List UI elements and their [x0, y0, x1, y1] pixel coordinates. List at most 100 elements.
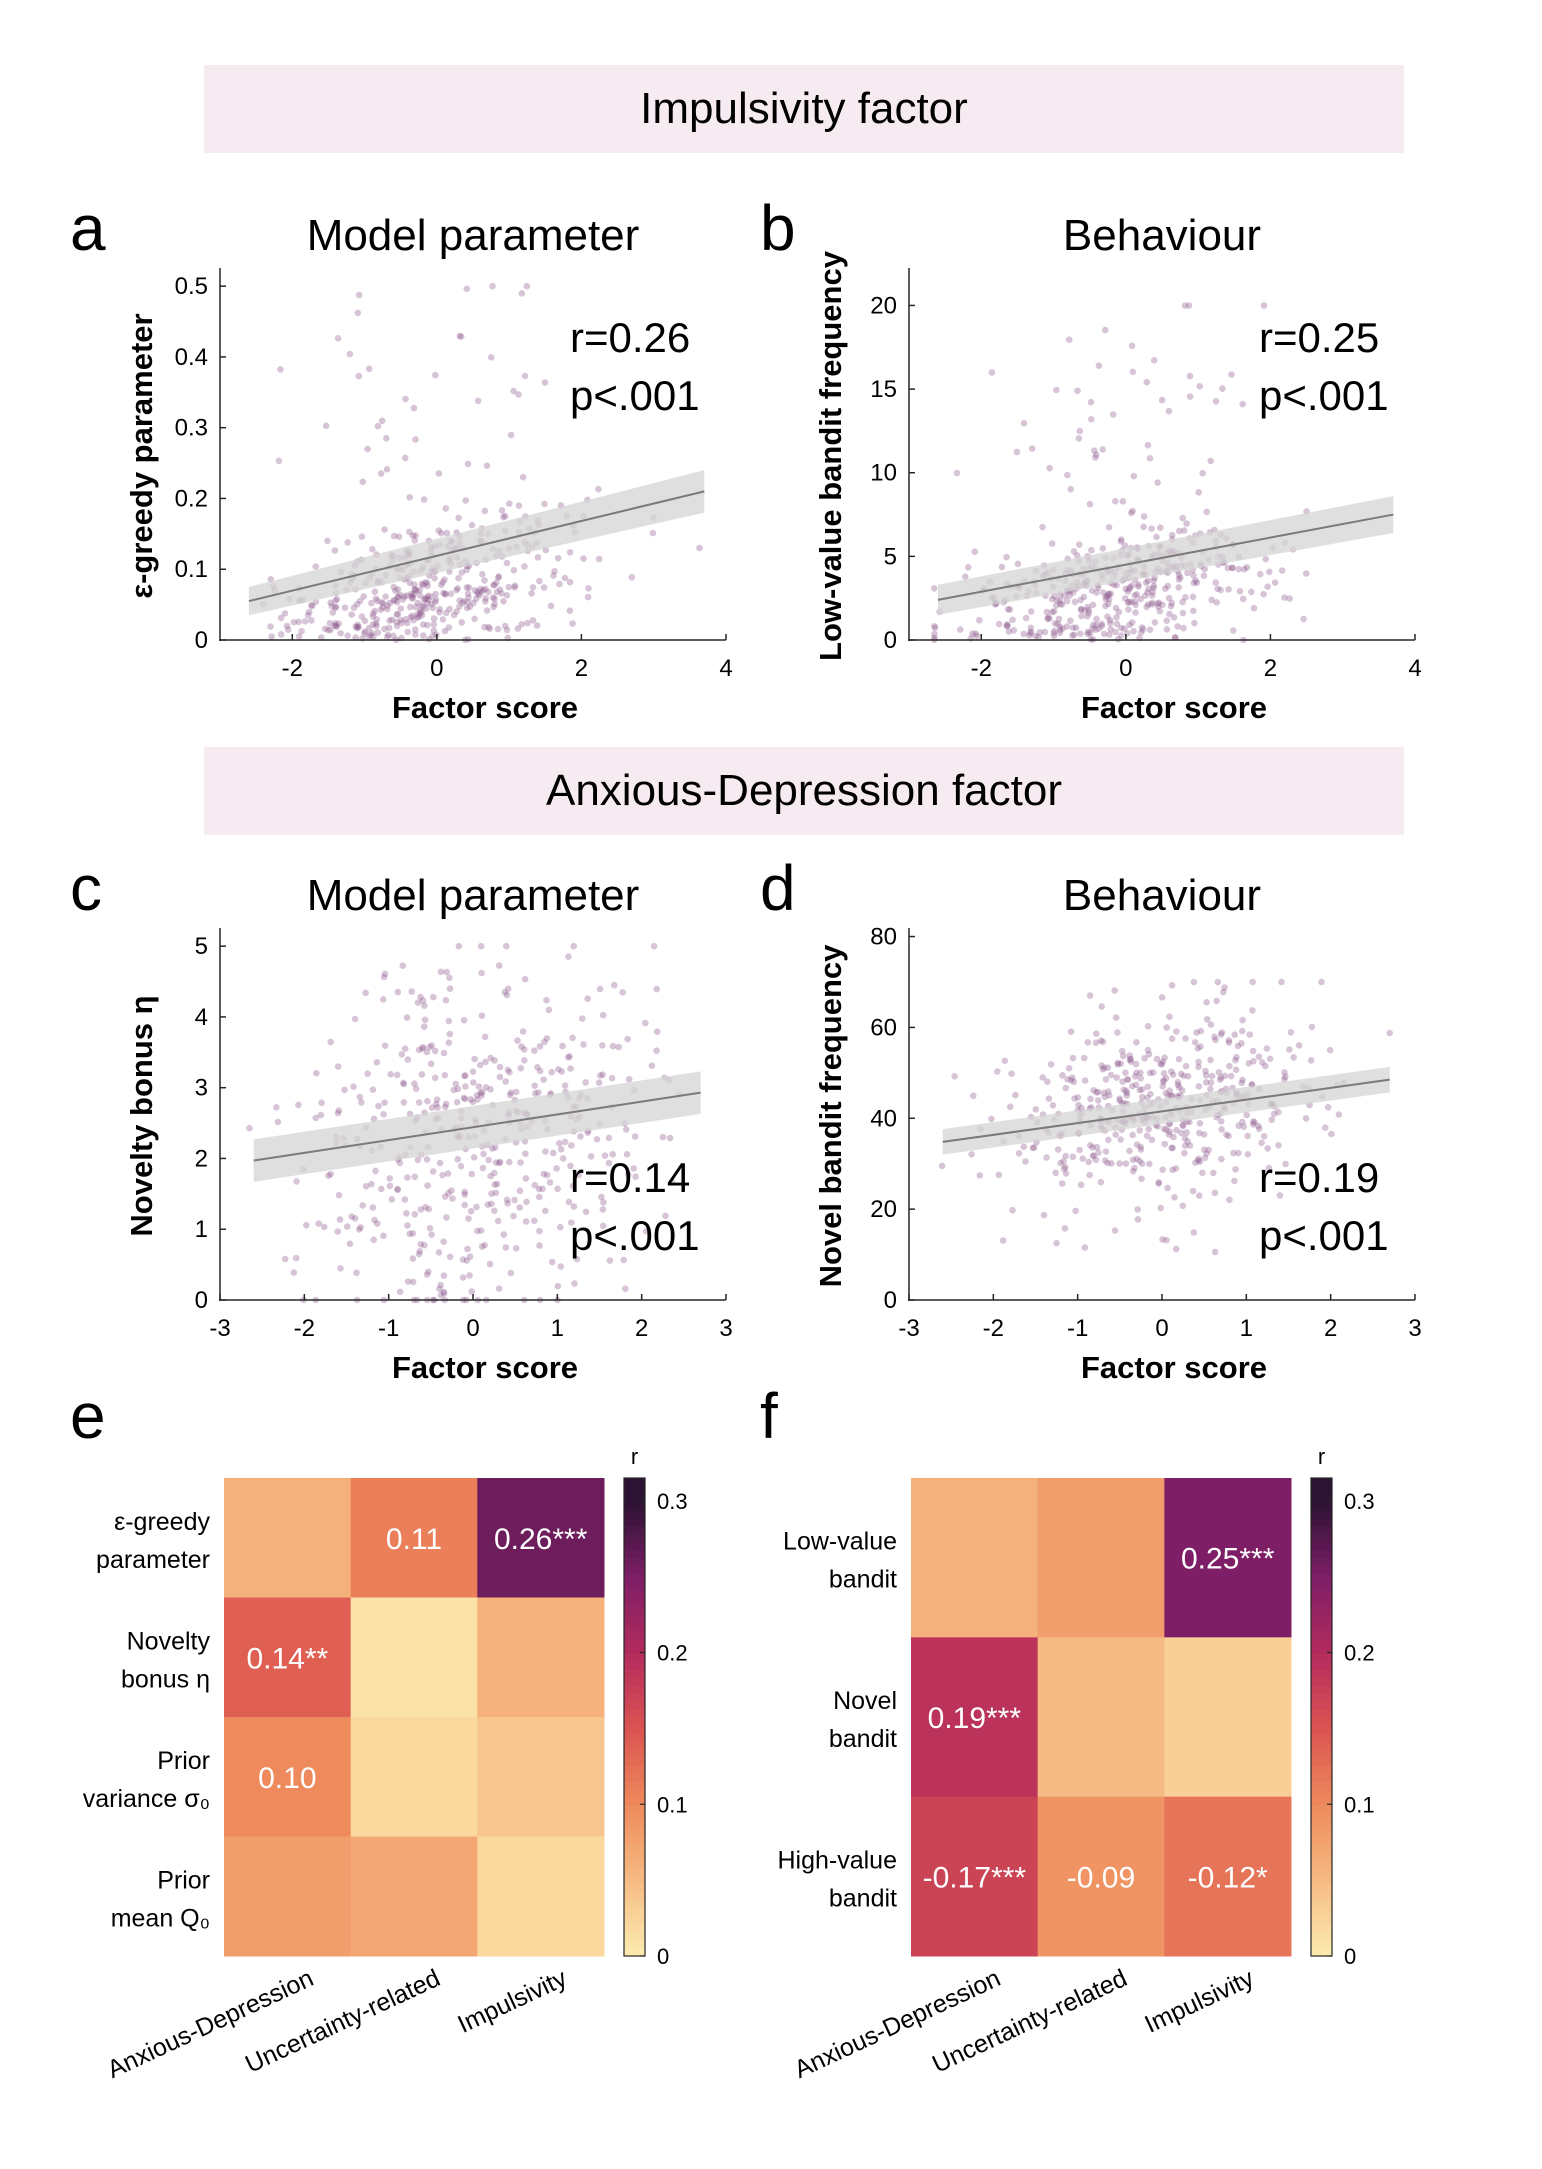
scatter-point: [1119, 1052, 1127, 1060]
scatter-point: [1067, 485, 1074, 493]
scatter-point: [325, 626, 332, 634]
scatter-point: [374, 422, 382, 430]
scatter-point: [1092, 1156, 1100, 1164]
scatter-point: [487, 354, 495, 361]
scatter-point: [1232, 1056, 1239, 1064]
scatter-point: [1062, 1084, 1070, 1092]
scatter-point: [1168, 982, 1176, 989]
scatter-point: [1264, 583, 1271, 590]
column-label: Impulsivity: [1140, 1964, 1258, 2039]
scatter-point: [517, 1064, 525, 1072]
scatter-point: [534, 554, 542, 561]
scatter-point: [1107, 590, 1115, 597]
scatter-point: [1180, 527, 1188, 534]
scatter-point: [1239, 1016, 1246, 1024]
scatter-point: [445, 1039, 453, 1046]
scatter-point: [1112, 1131, 1119, 1138]
scatter-point: [420, 1023, 428, 1030]
scatter-point: [567, 1162, 574, 1170]
heatmap-cell: [911, 1637, 1039, 1798]
scatter-point: [631, 1133, 639, 1140]
scatter-point: [1118, 1047, 1126, 1055]
scatter-point: [1001, 1057, 1009, 1065]
p-value-label: p<.001: [570, 1212, 700, 1259]
scatter-point: [1004, 606, 1012, 613]
heatmap-cell: [350, 1597, 478, 1718]
scatter-point: [595, 485, 602, 493]
scatter-point: [523, 282, 531, 290]
colorbar-segment: [624, 1533, 645, 1543]
scatter-point: [1224, 564, 1232, 572]
scatter-point: [1144, 577, 1152, 585]
scatter-point: [1243, 1111, 1250, 1119]
scatter-point: [1100, 589, 1107, 596]
scatter-point: [334, 1063, 342, 1070]
scatter-point: [460, 597, 468, 605]
scatter-point: [1113, 620, 1121, 628]
scatter-point: [1035, 633, 1042, 641]
scatter-point: [358, 1099, 365, 1106]
scatter-point: [1257, 570, 1264, 578]
scatter-point: [457, 333, 465, 340]
row-label: Prior: [157, 1866, 210, 1894]
scatter-point: [1112, 628, 1119, 636]
colorbar-segment: [624, 1637, 645, 1646]
scatter-point: [1120, 1086, 1127, 1093]
scatter-point: [566, 1053, 573, 1060]
scatter-point: [1135, 581, 1142, 588]
scatter-point: [486, 625, 494, 632]
scatter-point: [1125, 606, 1132, 613]
scatter-point: [1179, 1202, 1187, 1210]
scatter-point: [1137, 1069, 1144, 1077]
scatter-point: [1217, 1074, 1225, 1081]
scatter-point: [422, 1203, 429, 1211]
scatter-point: [549, 1258, 556, 1266]
scatter-point: [381, 625, 388, 633]
scatter-point: [453, 586, 460, 594]
scatter-point: [364, 1070, 371, 1077]
scatter-point: [419, 621, 427, 628]
scatter-point: [1225, 1037, 1233, 1044]
scatter-point: [523, 1198, 530, 1206]
scatter-point: [1150, 582, 1158, 590]
scatter-point: [1066, 592, 1073, 599]
scatter-point: [1168, 1144, 1175, 1152]
scatter-point: [490, 581, 498, 589]
row-label: bandit: [829, 1725, 897, 1753]
scatter-point: [543, 1035, 551, 1042]
scatter-point: [450, 611, 458, 619]
scatter-point: [1131, 1073, 1139, 1080]
scatter-point: [393, 598, 401, 606]
scatter-point: [491, 1057, 498, 1064]
colorbar-tick-label: 0.3: [1344, 1489, 1375, 1514]
scatter-point: [1190, 1229, 1198, 1236]
scatter-point: [1117, 1060, 1125, 1067]
scatter-point: [1089, 601, 1097, 609]
scatter-point: [386, 617, 393, 624]
scatter-point: [1132, 1060, 1140, 1068]
scatter-point: [565, 1198, 573, 1206]
scatter-point: [463, 566, 471, 574]
colorbar-segment: [624, 1653, 645, 1662]
scatter-point: [1265, 1164, 1273, 1172]
scatter-point: [1124, 599, 1132, 606]
scatter-point: [420, 595, 428, 603]
scatter-point: [1159, 1083, 1167, 1090]
scatter-point: [407, 614, 415, 621]
scatter-point: [1155, 1180, 1162, 1187]
colorbar-segment: [624, 1605, 645, 1615]
scatter-point: [662, 1212, 669, 1220]
colorbar-segment: [624, 1685, 645, 1694]
scatter-point: [412, 436, 419, 443]
scatter-point: [440, 1238, 448, 1245]
scatter-point: [393, 1071, 401, 1079]
row-label: Prior: [157, 1747, 210, 1775]
scatter-point: [443, 1214, 450, 1221]
scatter-point: [348, 1213, 356, 1220]
heatmap-cell: [1164, 1637, 1292, 1798]
colorbar-segment: [1311, 1732, 1332, 1742]
scatter-point: [445, 1017, 453, 1025]
scatter-point: [467, 1096, 475, 1103]
scatter-point: [465, 584, 473, 591]
scatter-point: [1086, 1171, 1093, 1179]
